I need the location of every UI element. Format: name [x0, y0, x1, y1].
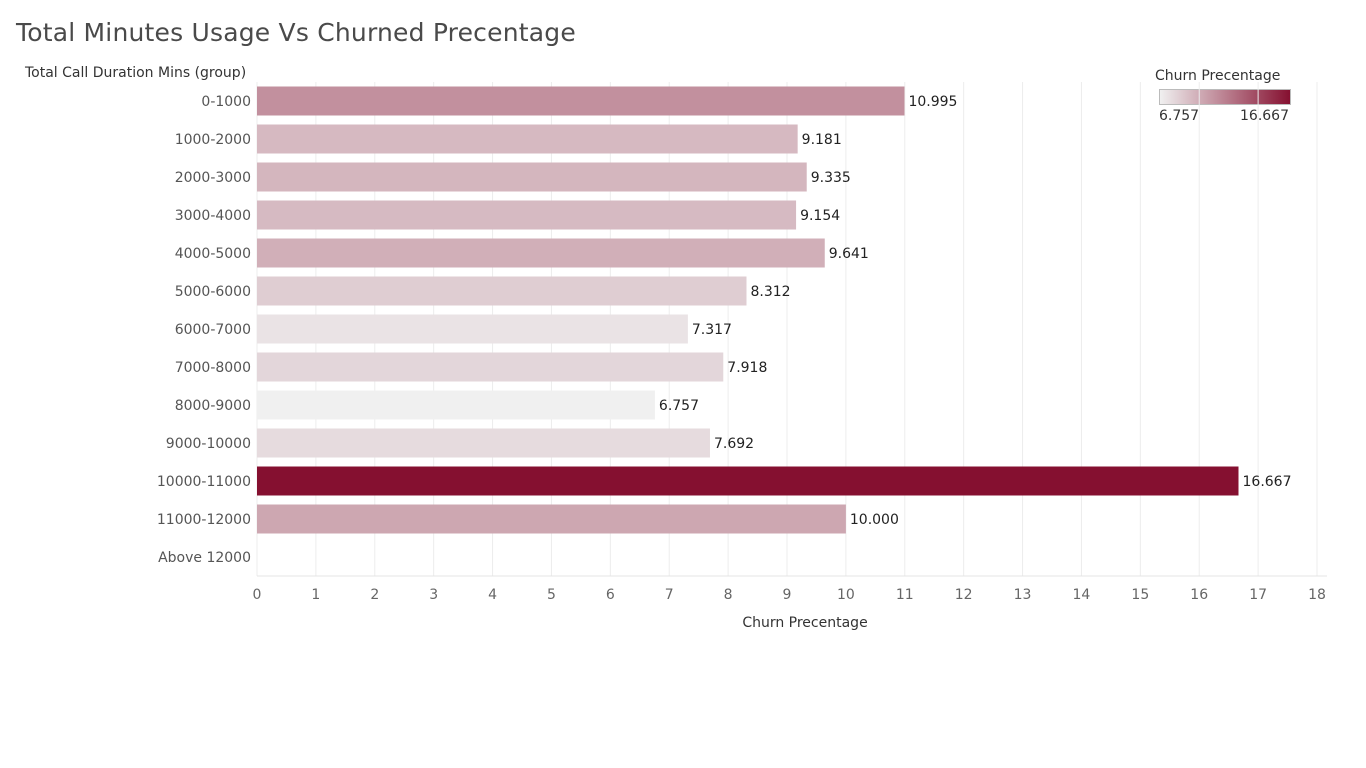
- category-label: 3000-4000: [175, 208, 251, 224]
- bar-value-label: 9.335: [811, 170, 851, 186]
- x-tick-label: 3: [429, 587, 438, 603]
- category-labels: 0-1000 1000-2000 2000-3000 3000-4000 4000-50…: [157, 94, 251, 566]
- x-tick-label: 14: [1073, 587, 1091, 603]
- bar-value-label: 9.181: [802, 132, 842, 148]
- bar-value-label: 7.918: [727, 360, 767, 376]
- x-tick-label: 6: [606, 587, 615, 603]
- bar: [257, 352, 724, 382]
- x-tick-label: 8: [724, 587, 733, 603]
- x-tick-label: 5: [547, 587, 556, 603]
- bar-value-label: 10.995: [908, 94, 957, 110]
- x-axis-title: Churn Precentage: [742, 615, 867, 631]
- category-label: 4000-5000: [175, 246, 251, 262]
- y-axis-title: Total Call Duration Mins (group): [24, 65, 246, 81]
- bar: [257, 466, 1239, 496]
- x-tick-label: 16: [1190, 587, 1208, 603]
- category-label: 5000-6000: [175, 284, 251, 300]
- category-label: 2000-3000: [175, 170, 251, 186]
- bar-value-label: 7.692: [714, 436, 754, 452]
- category-label: 8000-9000: [175, 398, 251, 414]
- bar: [257, 390, 655, 420]
- category-label: Above 12000: [158, 550, 251, 566]
- bar-value-label: 8.312: [750, 284, 790, 300]
- bar-value-label: 10.000: [850, 512, 899, 528]
- x-tick-label: 1: [311, 587, 320, 603]
- bar: [257, 238, 825, 268]
- bar-value-label: 6.757: [659, 398, 699, 414]
- category-label: 11000-12000: [157, 512, 251, 528]
- category-label: 1000-2000: [175, 132, 251, 148]
- legend-max-label: 16.667: [1240, 108, 1289, 124]
- category-label: 9000-10000: [166, 436, 251, 452]
- bar: [257, 162, 807, 192]
- legend-title: Churn Precentage: [1155, 68, 1281, 84]
- bar: [257, 428, 710, 458]
- x-tick-label: 10: [837, 587, 855, 603]
- x-tick-label: 2: [370, 587, 379, 603]
- legend-min-label: 6.757: [1159, 108, 1200, 124]
- bar: [257, 276, 747, 306]
- x-tick-label: 11: [896, 587, 914, 603]
- x-tick-label: 17: [1249, 587, 1267, 603]
- x-tick-label: 9: [783, 587, 792, 603]
- bar: [257, 86, 905, 116]
- bar-value-label: 9.641: [829, 246, 869, 262]
- category-label: 7000-8000: [175, 360, 251, 376]
- x-tick-label: 15: [1131, 587, 1149, 603]
- bar: [257, 504, 846, 534]
- category-label: 6000-7000: [175, 322, 251, 338]
- bar-value-label: 9.154: [800, 208, 840, 224]
- x-tick-label: 0: [253, 587, 262, 603]
- x-tick-label: 7: [665, 587, 674, 603]
- x-tick-label: 4: [488, 587, 497, 603]
- category-label: 0-1000: [201, 94, 251, 110]
- x-tick-label: 13: [1014, 587, 1032, 603]
- bar: [257, 200, 797, 230]
- bar: [257, 314, 688, 344]
- chart-title: Total Minutes Usage Vs Churned Precentag…: [16, 18, 576, 47]
- bar-value-label: 7.317: [692, 322, 732, 338]
- x-axis-ticks: 0 1 2 3 4 5 6 7 8 9 10 11 12 13 14 15 16 17 18: [253, 587, 1326, 603]
- x-tick-label: 12: [955, 587, 973, 603]
- bar-value-label: 16.667: [1243, 474, 1292, 490]
- bar: [257, 124, 798, 154]
- x-tick-label: 18: [1308, 587, 1326, 603]
- category-label: 10000-11000: [157, 474, 251, 490]
- bars: 10.995 9.181 9.335 9.154 9.641 8.312 7.317 7.91…: [257, 86, 1292, 534]
